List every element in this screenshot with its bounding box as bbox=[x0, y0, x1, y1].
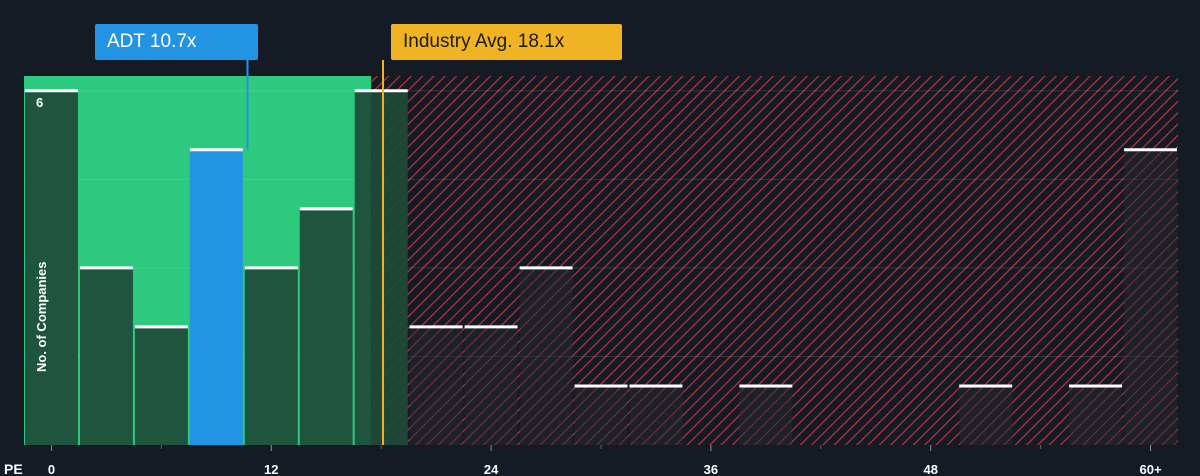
x-tick-label: 24 bbox=[484, 462, 499, 476]
histogram-bar bbox=[244, 267, 298, 445]
y-axis-label: No. of Companies bbox=[34, 261, 49, 372]
histogram-bar bbox=[519, 267, 573, 445]
histogram-bar bbox=[739, 385, 793, 445]
histogram-bar bbox=[464, 326, 518, 445]
industry-average-label: Industry Avg. 18.1x bbox=[391, 24, 622, 60]
company-pe-label: ADT 10.7x bbox=[95, 24, 258, 60]
histogram-bar bbox=[1124, 149, 1177, 446]
x-tick-label: 60+ bbox=[1139, 462, 1161, 476]
histogram-bar bbox=[354, 90, 408, 445]
x-tick-label: 36 bbox=[704, 462, 718, 476]
histogram-bar bbox=[409, 326, 463, 445]
histogram-bar bbox=[1069, 385, 1123, 445]
y-tick-label: 6 bbox=[36, 95, 43, 110]
histogram-bar bbox=[574, 385, 628, 445]
x-axis-label: PE bbox=[4, 461, 23, 476]
histogram-bar bbox=[629, 385, 683, 445]
histogram-bar bbox=[959, 385, 1013, 445]
x-tick-label: 0 bbox=[48, 462, 55, 476]
x-tick-label: 12 bbox=[264, 462, 278, 476]
histogram-bar bbox=[79, 267, 133, 445]
histogram-bar bbox=[189, 149, 243, 446]
histogram-bar bbox=[299, 208, 353, 445]
histogram-bar bbox=[25, 90, 78, 445]
x-tick-label: 48 bbox=[923, 462, 937, 476]
histogram-bar bbox=[134, 326, 188, 445]
